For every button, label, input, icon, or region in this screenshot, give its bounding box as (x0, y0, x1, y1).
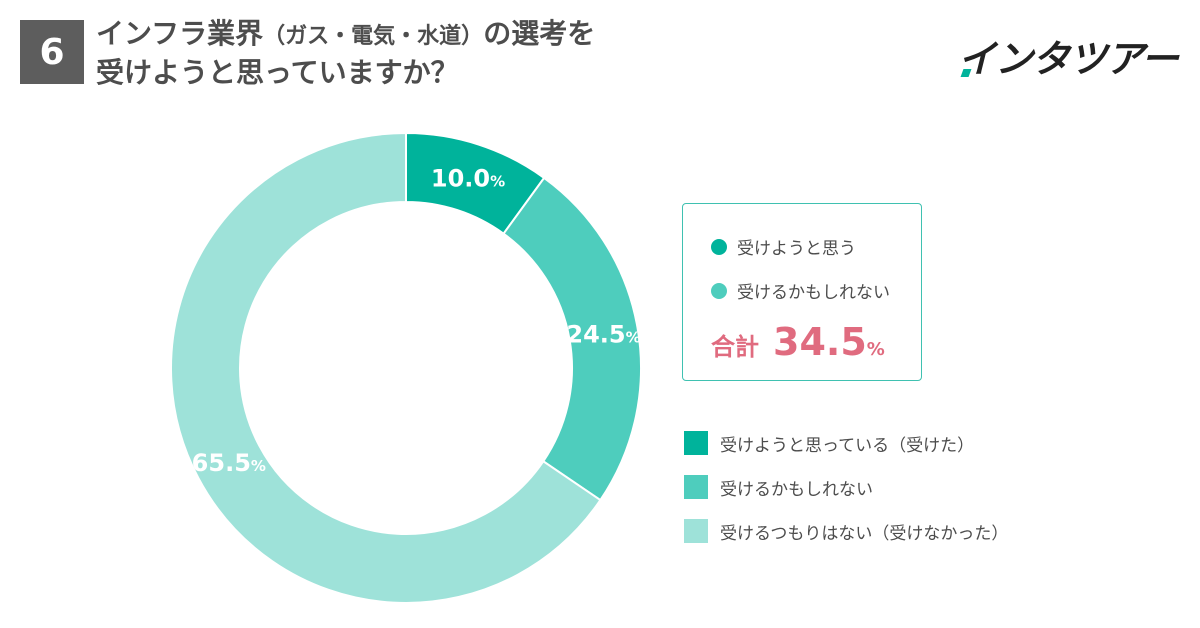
summary-box: 受けようと思う 受けるかもしれない 合計 34.5% (682, 203, 922, 381)
total-label: 合計 (711, 333, 759, 361)
title-paren: （ガス・電気・水道） (263, 24, 484, 49)
legend-swatch-2 (684, 475, 708, 499)
brand-logo: インタツアー (958, 28, 1179, 81)
legend-item-2: 受けるかもしれない (684, 474, 1164, 500)
legend-swatch-1 (684, 431, 708, 455)
donut-slice-2 (502, 176, 642, 502)
logo-text: インタツアー (958, 37, 1179, 81)
slice-label-3: 65.5% (192, 449, 266, 477)
total-value: 34.5 (773, 320, 867, 364)
legend-swatch-3 (684, 519, 708, 543)
summary-item-2: 受けるかもしれない (711, 278, 890, 303)
legend-label-3: 受けるつもりはない（受けなかった） (720, 523, 1009, 544)
summary-dot-1 (711, 238, 727, 255)
summary-item-1-label: 受けようと思う (737, 239, 856, 259)
legend-label-2: 受けるかもしれない (720, 479, 873, 500)
question-number: 6 (39, 31, 65, 73)
title-part1: インフラ業界 (96, 17, 264, 50)
summary-item-2-label: 受けるかもしれない (737, 283, 890, 303)
question-number-badge: 6 (20, 20, 84, 84)
slice-label-1: 10.0% (431, 164, 505, 192)
summary-total: 合計 34.5% (711, 320, 885, 364)
slice-label-2: 24.5% (566, 321, 640, 349)
summary-dot-2 (711, 282, 727, 299)
legend-item-3: 受けるつもりはない（受けなかった） (684, 518, 1164, 544)
legend-label-1: 受けようと思っている（受けた） (720, 435, 975, 456)
chart-title: インフラ業界（ガス・電気・水道）の選考を 受けようと思っていますか？ (96, 16, 736, 91)
legend-item-1: 受けようと思っている（受けた） (684, 430, 1164, 456)
title-part2: の選考を (483, 17, 596, 50)
title-line2: 受けようと思っていますか？ (96, 56, 459, 89)
summary-item-1: 受けようと思う (711, 234, 856, 259)
total-unit: % (866, 339, 885, 360)
donut-slice-3 (170, 131, 602, 604)
legend: 受けようと思っている（受けた） 受けるかもしれない 受けるつもりはない（受けなか… (684, 430, 1164, 562)
